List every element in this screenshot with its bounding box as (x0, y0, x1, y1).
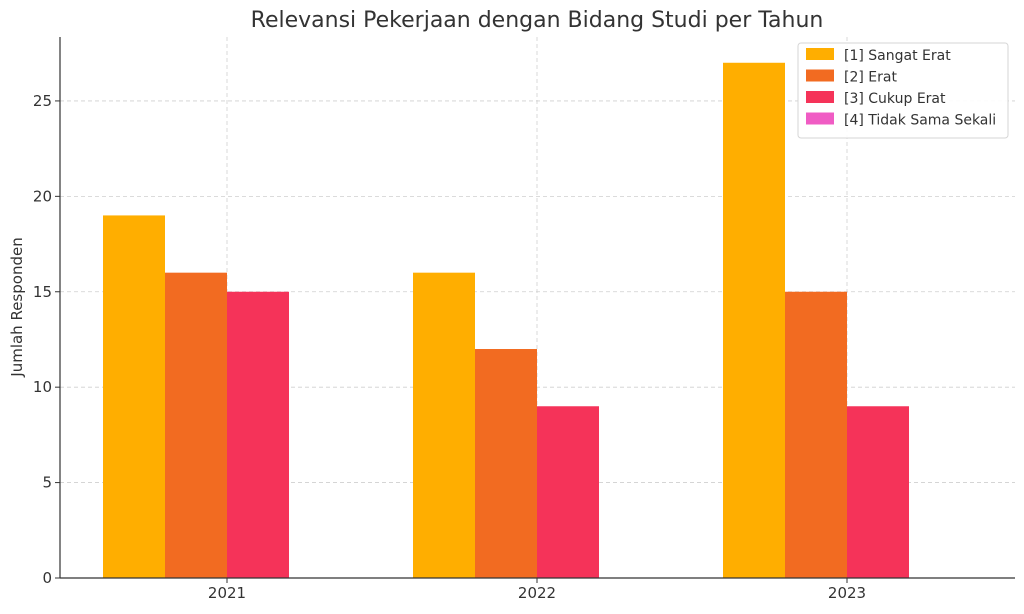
legend-label: [3] Cukup Erat (844, 91, 946, 107)
bars (103, 62, 909, 579)
legend-box (797, 42, 1009, 139)
bar (103, 215, 165, 578)
legend-label: [2] Erat (844, 70, 897, 86)
x-tick-label: 2021 (208, 584, 246, 602)
bar (475, 349, 537, 578)
legend-swatch (806, 69, 834, 82)
chart-title: Relevansi Pekerjaan dengan Bidang Studi … (251, 8, 824, 33)
x-tick-label: 2022 (518, 584, 556, 602)
y-tick-label: 25 (33, 92, 52, 110)
legend-swatch (806, 48, 834, 60)
bar (785, 291, 847, 578)
y-tick-label: 20 (33, 187, 52, 205)
bar (165, 272, 227, 578)
legend: [1] Sangat Erat [2] Erat [3] Cukup Erat [4]… (797, 42, 1009, 139)
bar (413, 272, 475, 578)
legend-label: [1] Sangat Erat (844, 48, 951, 64)
bar (723, 62, 785, 579)
y-tick-label: 10 (33, 378, 52, 396)
tick-labels: 0 5 10 15 20 25 2021 2022 2023 (33, 92, 866, 602)
x-tick-label: 2023 (828, 584, 866, 602)
bar (847, 406, 909, 578)
y-axis-label: Jumlah Responden (8, 237, 26, 377)
y-tick-label: 0 (42, 569, 52, 587)
bar (537, 406, 599, 578)
bar (227, 291, 289, 578)
legend-label: [4] Tidak Sama Sekali (844, 113, 996, 129)
legend-swatch (806, 112, 834, 125)
legend-swatch (806, 91, 834, 103)
y-tick-label: 5 (42, 474, 52, 492)
y-tick-label: 15 (33, 283, 52, 301)
